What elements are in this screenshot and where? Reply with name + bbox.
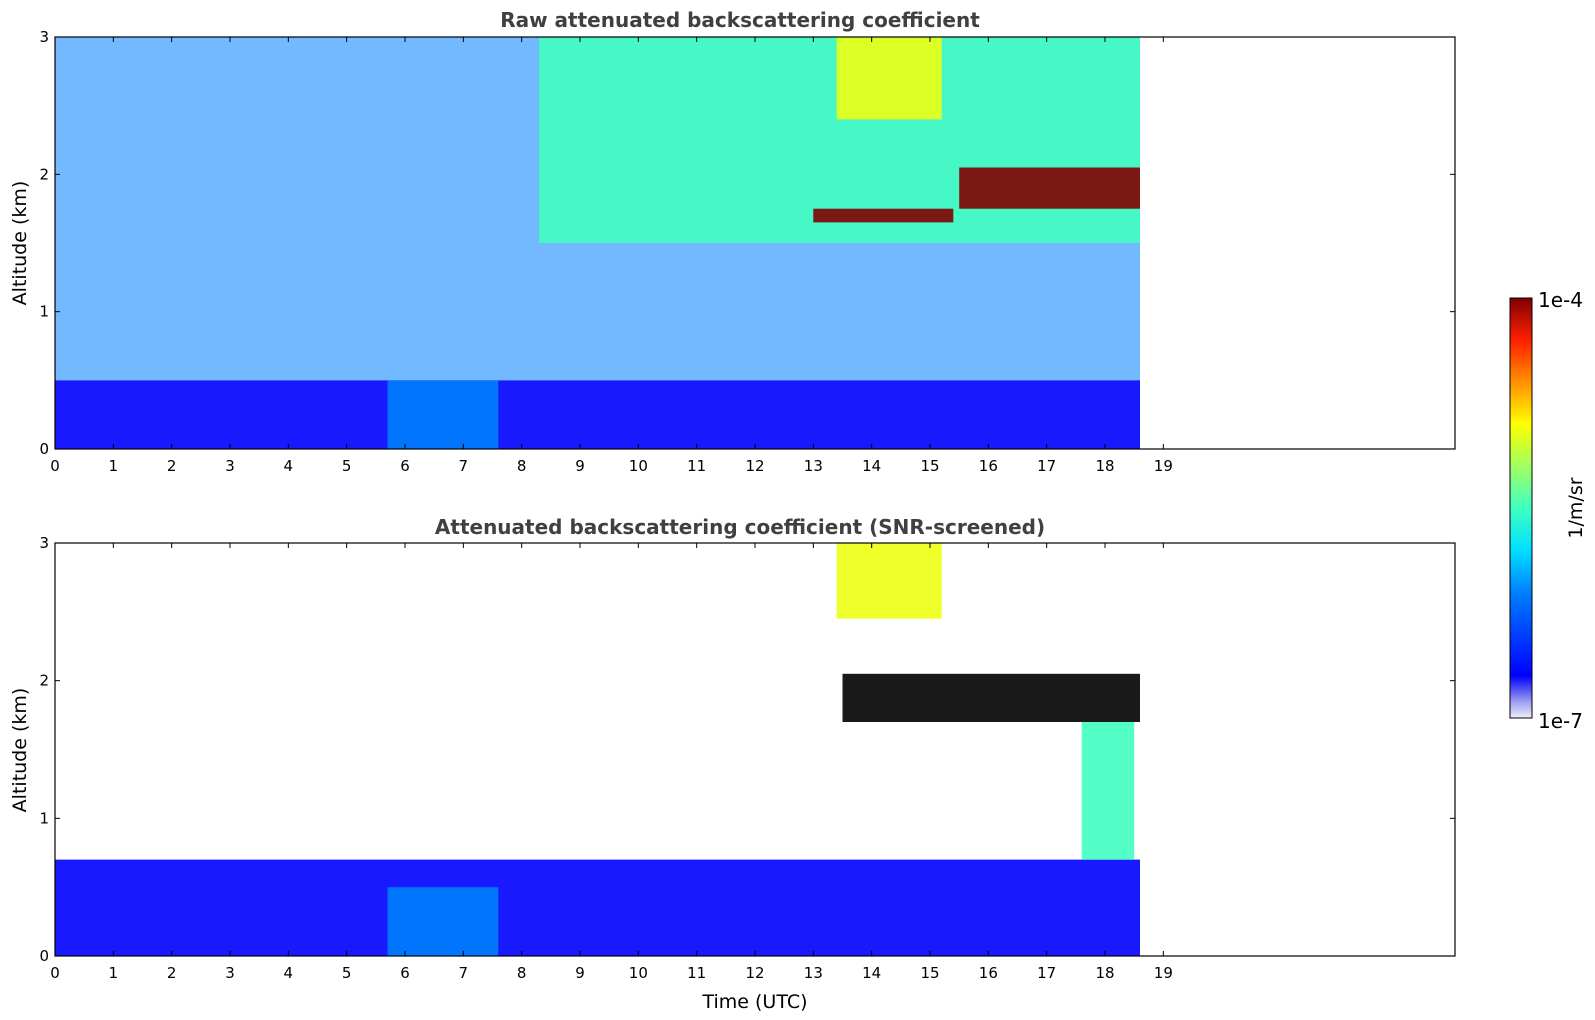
x-tick-label: 19 (1154, 457, 1173, 475)
y-tick-label: 1 (39, 303, 49, 321)
chart-title: Attenuated backscattering coefficient (S… (435, 515, 1045, 539)
panel-raw: Raw attenuated backscattering coefficien… (9, 8, 1456, 475)
x-tick-label: 9 (575, 457, 585, 475)
x-tick-label: 8 (517, 964, 527, 982)
heatmap-raw (55, 37, 1140, 449)
colorbar-max-label: 1e-4 (1538, 288, 1583, 312)
heatmap-feature (813, 208, 954, 223)
x-tick-label: 12 (745, 457, 764, 475)
x-tick-label: 4 (284, 457, 294, 475)
x-tick-label: 5 (342, 457, 352, 475)
heatmap-feature (55, 859, 1140, 956)
y-tick-label: 2 (39, 672, 49, 690)
colorbar: 1e-4 1e-7 1/m/sr (1509, 288, 1587, 733)
y-tick-label: 1 (39, 809, 49, 827)
chart-title: Raw attenuated backscattering coefficien… (500, 8, 980, 32)
x-tick-label: 17 (1037, 457, 1056, 475)
heatmap-feature (387, 887, 499, 956)
x-tick-label: 3 (225, 964, 235, 982)
x-tick-label: 6 (400, 457, 410, 475)
x-tick-label: 2 (167, 964, 177, 982)
x-tick-label: 9 (575, 964, 585, 982)
x-tick-label: 18 (1095, 964, 1114, 982)
x-tick-label: 19 (1154, 964, 1173, 982)
colorbar-min-label: 1e-7 (1538, 709, 1583, 733)
x-tick-label: 1 (109, 457, 119, 475)
x-tick-label: 16 (979, 457, 998, 475)
x-tick-label: 14 (862, 457, 881, 475)
colorbar-label: 1/m/sr (1565, 477, 1587, 538)
heatmap-feature (842, 673, 1140, 722)
heatmap-feature (836, 543, 942, 619)
x-tick-label: 0 (50, 457, 60, 475)
x-tick-label: 11 (687, 457, 706, 475)
x-tick-label: 6 (400, 964, 410, 982)
x-tick-label: 1 (109, 964, 119, 982)
x-tick-label: 3 (225, 457, 235, 475)
y-axis-label: Altitude (km) (9, 181, 31, 306)
x-tick-label: 17 (1037, 964, 1056, 982)
heatmap-feature (959, 167, 1140, 209)
x-tick-label: 14 (862, 964, 881, 982)
y-tick-label: 3 (39, 534, 49, 552)
x-tick-label: 16 (979, 964, 998, 982)
y-axis-label: Altitude (km) (9, 688, 31, 813)
x-tick-label: 4 (284, 964, 294, 982)
x-tick-label: 12 (745, 964, 764, 982)
colorbar-gradient (1509, 297, 1533, 719)
x-tick-label: 10 (629, 457, 648, 475)
x-tick-label: 7 (459, 964, 469, 982)
x-tick-label: 0 (50, 964, 60, 982)
panel-screened: Attenuated backscattering coefficient (S… (9, 515, 1456, 1013)
x-tick-label: 15 (920, 964, 939, 982)
y-tick-label: 0 (39, 947, 49, 965)
heatmap-feature (836, 37, 942, 120)
x-tick-label: 7 (459, 457, 469, 475)
x-axis-label: Time (UTC) (701, 991, 807, 1013)
y-tick-label: 2 (39, 165, 49, 183)
x-tick-label: 5 (342, 964, 352, 982)
x-tick-label: 18 (1095, 457, 1114, 475)
heatmap-feature (55, 380, 1140, 449)
y-tick-label: 0 (39, 440, 49, 458)
x-tick-label: 10 (629, 964, 648, 982)
heatmap-feature (387, 380, 499, 449)
heatmap-screened (55, 543, 1140, 956)
x-tick-label: 2 (167, 457, 177, 475)
heatmap-feature (1081, 722, 1135, 860)
x-tick-label: 13 (804, 457, 823, 475)
x-tick-label: 11 (687, 964, 706, 982)
x-tick-label: 13 (804, 964, 823, 982)
x-tick-label: 15 (920, 457, 939, 475)
y-tick-label: 3 (39, 28, 49, 46)
x-tick-label: 8 (517, 457, 527, 475)
